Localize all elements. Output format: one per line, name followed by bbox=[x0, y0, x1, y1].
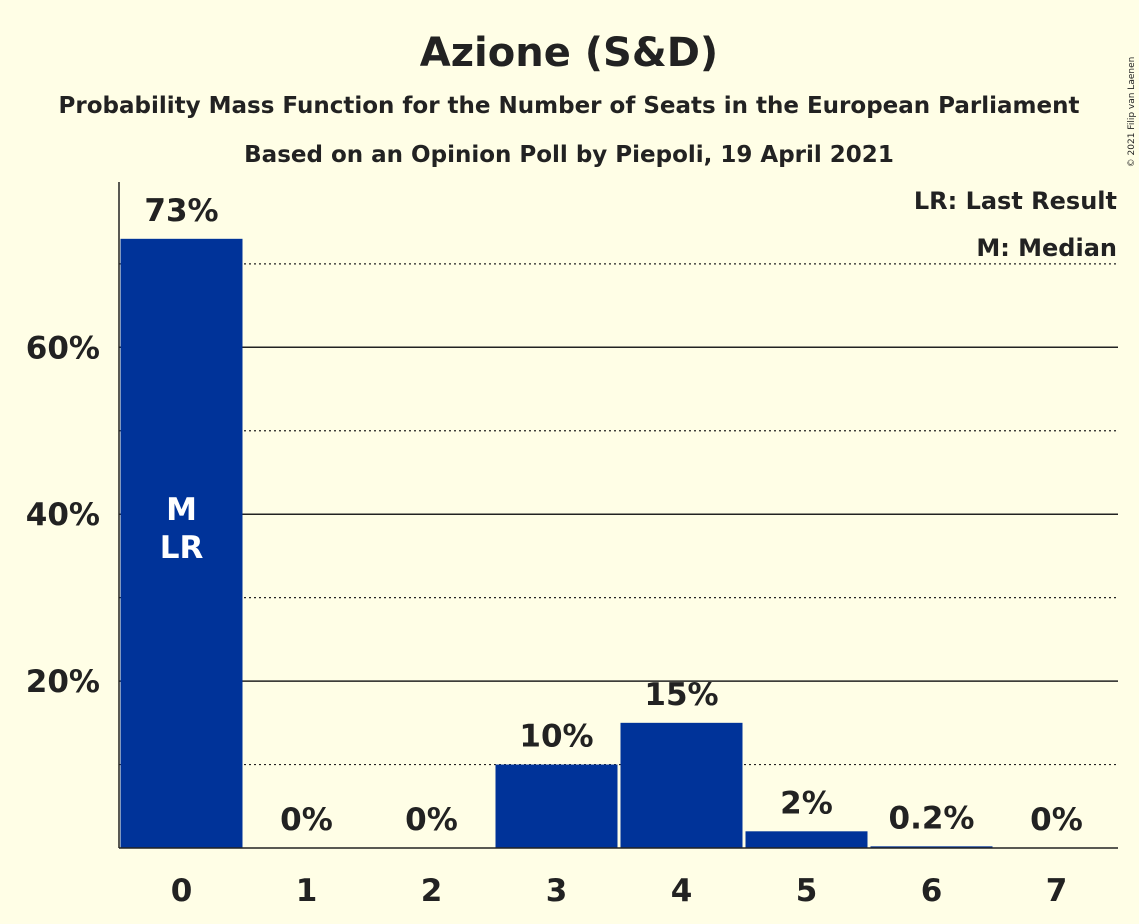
bar-value-label: 0% bbox=[280, 802, 333, 838]
y-tick-label: 40% bbox=[26, 497, 100, 533]
bar-value-label: 2% bbox=[780, 785, 833, 821]
bars bbox=[120, 238, 993, 848]
in-bar-annotation: M bbox=[166, 492, 197, 528]
y-tick-label: 60% bbox=[26, 330, 100, 366]
x-tick-label: 6 bbox=[921, 873, 943, 909]
bar-value-label: 0.2% bbox=[889, 800, 975, 836]
legend-last-result: LR: Last Result bbox=[914, 187, 1117, 215]
bar bbox=[870, 846, 993, 848]
chart-subtitle-2: Based on an Opinion Poll by Piepoli, 19 … bbox=[244, 142, 894, 168]
bar bbox=[745, 831, 868, 848]
axes bbox=[118, 182, 1118, 849]
bar-value-label: 73% bbox=[144, 193, 218, 229]
bar bbox=[620, 722, 743, 848]
bar-value-label: 0% bbox=[405, 802, 458, 838]
bar-value-label: 10% bbox=[519, 719, 593, 755]
copyright-text: © 2021 Filip van Laenen bbox=[1127, 57, 1137, 168]
chart-subtitle: Probability Mass Function for the Number… bbox=[59, 93, 1080, 119]
gridlines: 20% 40% 60% bbox=[26, 263, 1118, 766]
x-tick-label: 3 bbox=[546, 873, 568, 909]
bar bbox=[495, 764, 618, 848]
bar bbox=[120, 238, 243, 848]
bar-value-label: 0% bbox=[1030, 802, 1083, 838]
x-tick-label: 5 bbox=[796, 873, 818, 909]
chart-title: Azione (S&D) bbox=[420, 30, 718, 76]
legend-median: M: Median bbox=[976, 234, 1117, 262]
bar-value-label: 15% bbox=[644, 677, 718, 713]
x-tick-label: 4 bbox=[671, 873, 693, 909]
x-tick-label: 0 bbox=[171, 873, 193, 909]
x-tick-label: 2 bbox=[421, 873, 443, 909]
y-tick-label: 20% bbox=[26, 664, 100, 700]
x-tick-label: 7 bbox=[1046, 873, 1068, 909]
x-tick-label: 1 bbox=[296, 873, 318, 909]
in-bar-annotation: LR bbox=[160, 530, 204, 566]
